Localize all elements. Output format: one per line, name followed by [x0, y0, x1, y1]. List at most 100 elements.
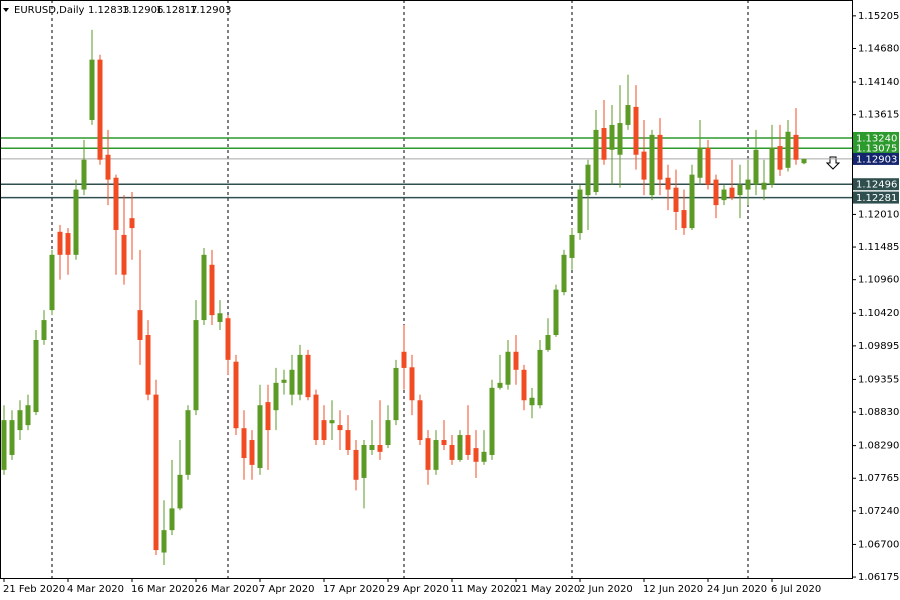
candle-body — [713, 179, 719, 206]
candle-body — [553, 289, 559, 335]
candle-body — [505, 351, 511, 385]
candle-body — [225, 318, 231, 360]
candle-body — [481, 451, 487, 462]
candle-body — [121, 234, 127, 275]
y-tick-label: 1.06175 — [858, 572, 899, 583]
candle-body — [369, 444, 375, 450]
candle-body — [441, 440, 447, 445]
y-tick-label: 1.06700 — [858, 539, 899, 550]
candle-body — [41, 320, 47, 340]
candle-body — [313, 394, 319, 441]
price-label-box — [853, 178, 899, 191]
candle-body — [449, 444, 455, 460]
candle-body — [569, 234, 575, 258]
price-label-box — [853, 191, 899, 204]
candle-body — [177, 474, 183, 509]
candle-body — [241, 428, 247, 459]
menu-triangle[interactable] — [3, 8, 9, 12]
candle-body — [593, 129, 599, 193]
candle-body — [721, 189, 727, 201]
candle-body — [1, 420, 7, 470]
price-label: 1.12496 — [856, 180, 897, 191]
y-tick-label: 1.13615 — [858, 110, 899, 121]
candle-body — [513, 351, 519, 370]
candle-body — [113, 177, 119, 230]
y-tick-label: 1.12010 — [858, 209, 899, 220]
y-tick-label: 1.08290 — [858, 441, 899, 452]
candle-body — [89, 59, 95, 120]
candle-body — [673, 187, 679, 212]
candle-body — [601, 128, 607, 160]
candle-body — [761, 182, 767, 190]
header-open: 1.12833 — [88, 5, 129, 16]
candle-body — [153, 394, 159, 551]
candle-body — [305, 354, 311, 398]
price-label: 1.13240 — [856, 133, 897, 144]
candle-body — [249, 440, 255, 465]
candle-body — [145, 334, 151, 395]
candle-body — [417, 400, 423, 441]
candle-body — [769, 147, 775, 185]
candle-body — [49, 254, 55, 311]
sell-arrow — [825, 156, 841, 170]
candle-body — [793, 134, 799, 160]
y-tick-label: 1.14140 — [858, 77, 899, 88]
candle-body — [393, 367, 399, 421]
y-tick-label: 1.09895 — [858, 341, 899, 352]
candle-body — [801, 158, 807, 164]
y-tick-label: 1.07765 — [858, 473, 899, 484]
candle-body — [377, 444, 383, 452]
candle-body — [777, 146, 783, 170]
x-tick-label: 16 Mar 2020 — [131, 584, 194, 595]
x-tick-label: 21 Feb 2020 — [3, 584, 65, 595]
x-tick-label: 6 Jul 2020 — [771, 584, 821, 595]
x-tick-label: 2 Jun 2020 — [579, 584, 633, 595]
price-label-box — [853, 142, 899, 155]
price-label-box — [853, 152, 899, 165]
candle-body — [497, 382, 503, 388]
candle-body — [97, 59, 103, 160]
x-tick-label: 4 Mar 2020 — [67, 584, 124, 595]
candle-body — [57, 231, 63, 255]
plot-frame — [0, 0, 853, 579]
x-tick-label: 7 Apr 2020 — [259, 584, 314, 595]
candle-body — [409, 367, 415, 401]
y-tick-label: 1.14680 — [858, 43, 899, 54]
candle-body — [161, 530, 167, 553]
candle-body — [425, 438, 431, 470]
candle-body — [473, 448, 479, 462]
x-tick-label: 12 Jun 2020 — [643, 584, 703, 595]
candle-body — [489, 387, 495, 455]
candle-body — [785, 131, 791, 168]
candle-body — [337, 425, 343, 431]
y-tick-label: 1.09355 — [858, 374, 899, 385]
candle-body — [577, 189, 583, 234]
candle-body — [33, 339, 39, 413]
candle-body — [345, 430, 351, 450]
x-tick-label: 26 Mar 2020 — [195, 584, 258, 595]
candle-body — [737, 184, 743, 196]
candle-body — [193, 320, 199, 411]
candle-body — [585, 164, 591, 196]
candle-body — [545, 334, 551, 350]
candle-body — [657, 134, 663, 180]
y-tick-label: 1.10960 — [858, 275, 899, 286]
y-tick-label: 1.15205 — [858, 11, 899, 22]
candle-body — [649, 134, 655, 196]
candle-body — [281, 379, 287, 383]
candle-body — [17, 410, 23, 431]
candle-body — [169, 508, 175, 531]
x-tick-label: 29 Apr 2020 — [387, 584, 449, 595]
candle-body — [521, 369, 527, 401]
x-tick-label: 11 May 2020 — [451, 584, 516, 595]
candle-body — [81, 159, 87, 190]
chart-title: EURUSD,Daily — [14, 5, 85, 16]
candle-body — [105, 154, 111, 180]
x-tick-label: 21 May 2020 — [515, 584, 580, 595]
price-label: 1.12903 — [856, 154, 897, 165]
candle-body — [753, 149, 759, 185]
candle-body — [705, 147, 711, 185]
candle-body — [297, 354, 303, 395]
candle-body — [689, 174, 695, 229]
